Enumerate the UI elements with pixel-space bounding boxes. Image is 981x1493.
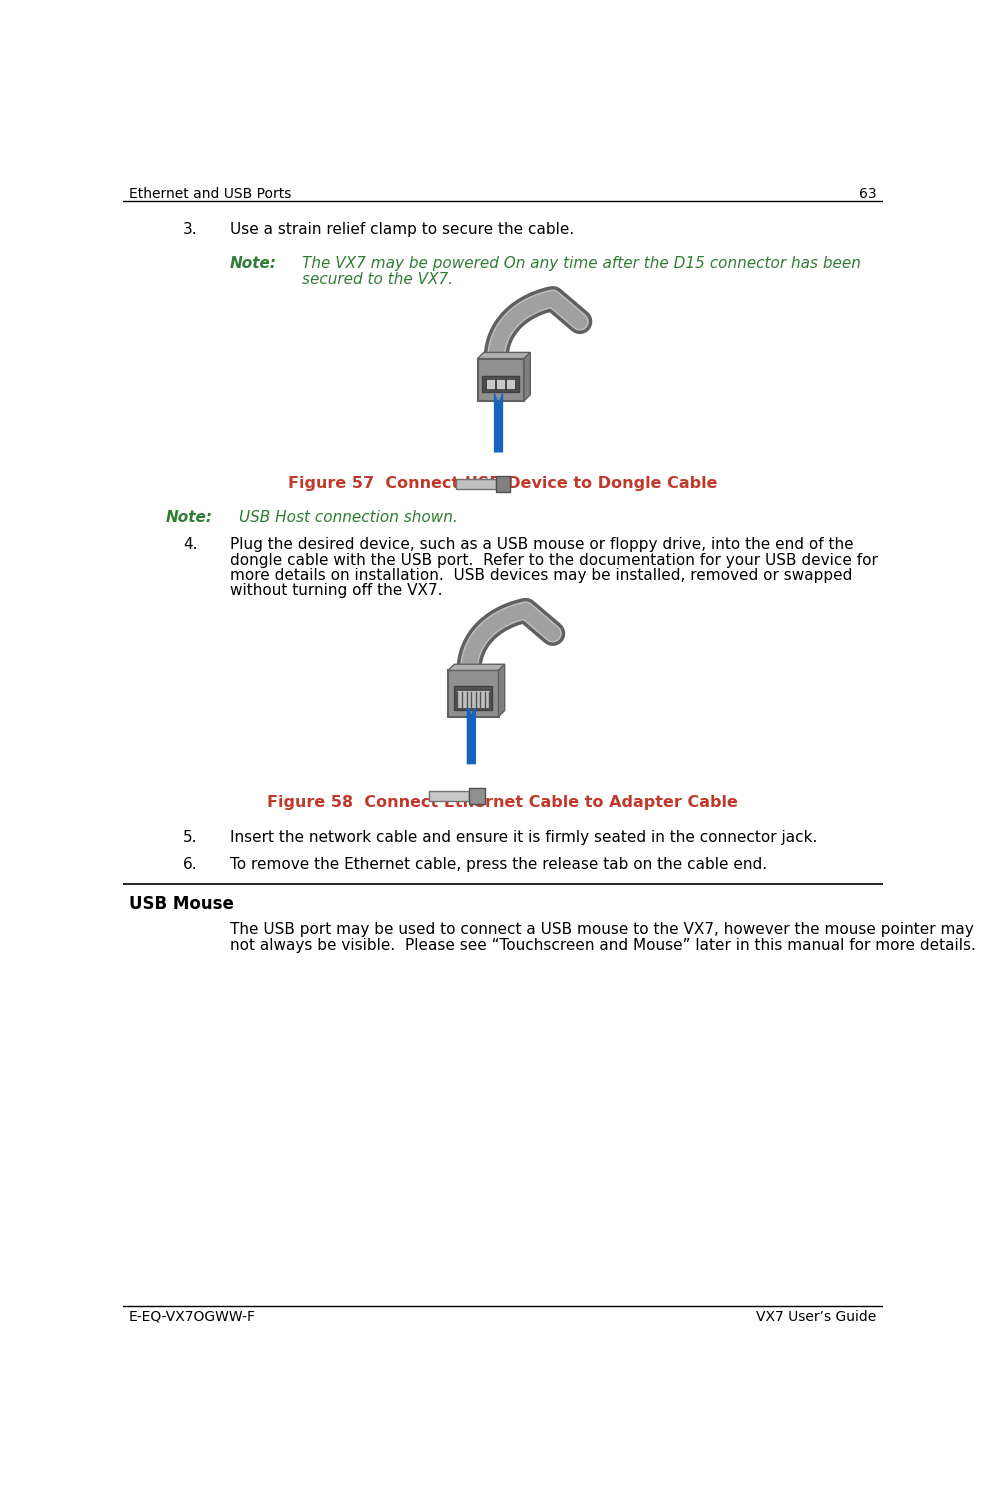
Polygon shape — [524, 352, 531, 402]
Text: USB Host connection shown.: USB Host connection shown. — [239, 511, 457, 526]
FancyBboxPatch shape — [454, 685, 492, 711]
FancyBboxPatch shape — [456, 479, 496, 490]
Text: 5.: 5. — [183, 830, 197, 845]
Text: USB Mouse: USB Mouse — [129, 896, 233, 914]
Text: The USB port may be used to connect a USB mouse to the VX7, however the mouse po: The USB port may be used to connect a US… — [230, 923, 973, 938]
FancyBboxPatch shape — [496, 476, 510, 491]
Polygon shape — [448, 664, 504, 670]
FancyBboxPatch shape — [483, 376, 519, 391]
Text: dongle cable with the USB port.  Refer to the documentation for your USB device : dongle cable with the USB port. Refer to… — [230, 552, 877, 567]
FancyBboxPatch shape — [478, 358, 524, 402]
Text: Ethernet and USB Ports: Ethernet and USB Ports — [129, 187, 291, 202]
FancyBboxPatch shape — [469, 788, 485, 803]
Text: 4.: 4. — [183, 537, 197, 552]
Text: secured to the VX7.: secured to the VX7. — [302, 272, 453, 287]
Polygon shape — [498, 664, 504, 717]
FancyBboxPatch shape — [429, 790, 469, 802]
Text: without turning off the VX7.: without turning off the VX7. — [230, 584, 442, 599]
Text: Note:: Note: — [165, 511, 212, 526]
Polygon shape — [478, 352, 531, 358]
Polygon shape — [490, 381, 507, 452]
Text: Insert the network cable and ensure it is firmly seated in the connector jack.: Insert the network cable and ensure it i… — [230, 830, 817, 845]
Text: 3.: 3. — [183, 221, 198, 236]
Text: The VX7 may be powered On any time after the D15 connector has been: The VX7 may be powered On any time after… — [302, 257, 861, 272]
Text: Plug the desired device, such as a USB mouse or floppy drive, into the end of th: Plug the desired device, such as a USB m… — [230, 537, 853, 552]
Text: more details on installation.  USB devices may be installed, removed or swapped: more details on installation. USB device… — [230, 567, 852, 582]
Text: E-EQ-VX7OGWW-F: E-EQ-VX7OGWW-F — [129, 1309, 256, 1323]
Text: not always be visible.  Please see “Touchscreen and Mouse” later in this manual : not always be visible. Please see “Touch… — [230, 938, 975, 953]
Text: Figure 57  Connect USB Device to Dongle Cable: Figure 57 Connect USB Device to Dongle C… — [287, 476, 717, 491]
Text: Use a strain relief clamp to secure the cable.: Use a strain relief clamp to secure the … — [230, 221, 574, 236]
Text: To remove the Ethernet cable, press the release tab on the cable end.: To remove the Ethernet cable, press the … — [230, 857, 767, 872]
Text: Figure 58  Connect Ethernet Cable to Adapter Cable: Figure 58 Connect Ethernet Cable to Adap… — [267, 796, 738, 811]
Text: Note:: Note: — [230, 257, 277, 272]
FancyBboxPatch shape — [485, 381, 517, 390]
FancyBboxPatch shape — [456, 691, 490, 708]
Text: 63: 63 — [859, 187, 877, 202]
Polygon shape — [463, 693, 480, 764]
Text: 6.: 6. — [183, 857, 198, 872]
Text: VX7 User’s Guide: VX7 User’s Guide — [756, 1309, 877, 1323]
FancyBboxPatch shape — [448, 670, 498, 717]
